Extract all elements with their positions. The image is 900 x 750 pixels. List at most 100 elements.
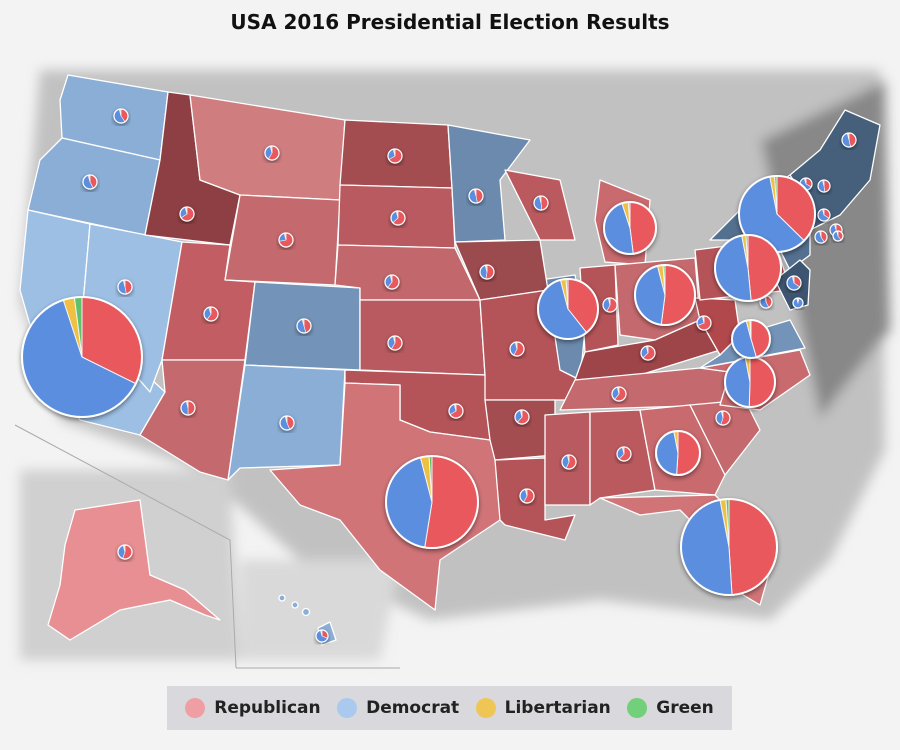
pie-ring-utah: [203, 306, 219, 322]
legend-label-republican: Republican: [214, 698, 321, 718]
pie-ring-washington: [113, 108, 129, 124]
pie-tennessee[interactable]: [611, 386, 627, 402]
pie-north-carolina[interactable]: [724, 356, 776, 408]
state-minnesota[interactable]: [447, 124, 531, 243]
pie-ring-arkansas: [514, 409, 530, 425]
pie-wisconsin[interactable]: [533, 195, 549, 211]
pie-ring-south-dakota: [390, 210, 406, 226]
pie-ring-iowa: [479, 264, 495, 280]
pie-ring-nevada: [117, 279, 133, 295]
legend-label-democrat: Democrat: [366, 698, 460, 718]
pie-massachusetts[interactable]: [817, 208, 831, 222]
pie-arkansas[interactable]: [514, 409, 530, 425]
pie-alaska[interactable]: [117, 544, 133, 560]
pie-ohio[interactable]: [634, 264, 696, 326]
pie-ring-missouri: [509, 341, 525, 357]
pie-new-hampshire[interactable]: [817, 179, 831, 193]
pie-ring-arizona: [180, 400, 196, 416]
state-kansas[interactable]: [359, 299, 486, 376]
pie-pennsylvania[interactable]: [714, 234, 782, 302]
legend-item-green[interactable]: Green: [627, 698, 714, 718]
state-arkansas[interactable]: [484, 399, 556, 461]
pie-louisiana[interactable]: [519, 488, 535, 504]
legend-item-libertarian[interactable]: Libertarian: [475, 698, 611, 718]
pie-south-dakota[interactable]: [390, 210, 406, 226]
legend-item-democrat[interactable]: Democrat: [337, 698, 459, 718]
pie-ring-colorado: [296, 318, 312, 334]
pie-ring-kentucky: [640, 345, 656, 361]
pie-ring-maine: [841, 132, 857, 148]
libertarian-swatch-icon: [475, 698, 496, 718]
inset-dividers: [14, 424, 400, 669]
pie-ring-new-mexico: [279, 415, 295, 431]
pie-ring-mississippi: [561, 454, 577, 470]
pie-colorado[interactable]: [296, 318, 312, 334]
pie-georgia[interactable]: [655, 430, 701, 476]
pie-dc[interactable]: [792, 297, 804, 309]
pie-ring-new-hampshire: [817, 179, 831, 193]
pie-ring-alaska: [117, 544, 133, 560]
pie-rhode-island[interactable]: [832, 230, 844, 242]
pie-new-jersey[interactable]: [814, 230, 828, 244]
pie-nevada[interactable]: [117, 279, 133, 295]
pie-ring-texas: [385, 455, 479, 549]
map-title: USA 2016 Presidential Election Results: [230, 10, 670, 34]
pie-missouri[interactable]: [509, 341, 525, 357]
pie-ring-california: [21, 296, 143, 418]
pie-ring-illinois: [537, 278, 599, 340]
pie-ring-north-dakota: [387, 148, 403, 164]
pie-wyoming[interactable]: [278, 232, 294, 248]
legend-label-green: Green: [656, 698, 714, 718]
pie-maine[interactable]: [841, 132, 857, 148]
pie-mississippi[interactable]: [561, 454, 577, 470]
pie-kentucky[interactable]: [640, 345, 656, 361]
pie-nebraska[interactable]: [384, 274, 400, 290]
pie-indiana[interactable]: [602, 297, 618, 313]
state-alaska[interactable]: [47, 499, 221, 641]
pie-texas[interactable]: [385, 455, 479, 549]
pie-new-mexico[interactable]: [279, 415, 295, 431]
pie-montana[interactable]: [264, 145, 280, 161]
pie-oklahoma[interactable]: [448, 403, 464, 419]
pie-alabama[interactable]: [616, 446, 632, 462]
pie-ring-florida: [680, 498, 778, 596]
pie-ring-minnesota: [468, 188, 484, 204]
pie-michigan[interactable]: [603, 201, 657, 255]
pie-maryland[interactable]: [786, 275, 802, 291]
pie-north-dakota[interactable]: [387, 148, 403, 164]
pie-ring-nebraska: [384, 274, 400, 290]
pie-florida[interactable]: [680, 498, 778, 596]
pie-ring-kansas: [387, 335, 403, 351]
pie-ring-wyoming: [278, 232, 294, 248]
pie-ring-south-carolina: [715, 410, 731, 426]
pie-hawaii[interactable]: [315, 629, 329, 643]
pie-ring-oregon: [82, 174, 98, 190]
pie-ring-louisiana: [519, 488, 535, 504]
pie-california[interactable]: [21, 296, 143, 418]
pie-ring-ohio: [634, 264, 696, 326]
pie-virginia[interactable]: [731, 319, 771, 359]
pie-ring-maryland: [786, 275, 802, 291]
pie-ring-rhode-island: [832, 230, 844, 242]
pie-ring-west-virginia: [696, 315, 712, 331]
pie-ring-oklahoma: [448, 403, 464, 419]
legend: Republican Democrat Libertarian Green: [167, 686, 732, 730]
pie-illinois[interactable]: [537, 278, 599, 340]
pie-iowa[interactable]: [479, 264, 495, 280]
pie-utah[interactable]: [203, 306, 219, 322]
pie-ring-new-jersey: [814, 230, 828, 244]
legend-item-republican[interactable]: Republican: [185, 698, 321, 718]
pie-ring-michigan: [603, 201, 657, 255]
pie-ring-dc: [792, 297, 804, 309]
pies-layer: [21, 108, 857, 643]
pie-west-virginia[interactable]: [696, 315, 712, 331]
pie-south-carolina[interactable]: [715, 410, 731, 426]
pie-minnesota[interactable]: [468, 188, 484, 204]
pie-idaho[interactable]: [179, 206, 195, 222]
pie-washington[interactable]: [113, 108, 129, 124]
democrat-swatch-icon: [337, 698, 358, 718]
pie-kansas[interactable]: [387, 335, 403, 351]
legend-label-libertarian: Libertarian: [504, 698, 611, 718]
pie-arizona[interactable]: [180, 400, 196, 416]
pie-oregon[interactable]: [82, 174, 98, 190]
